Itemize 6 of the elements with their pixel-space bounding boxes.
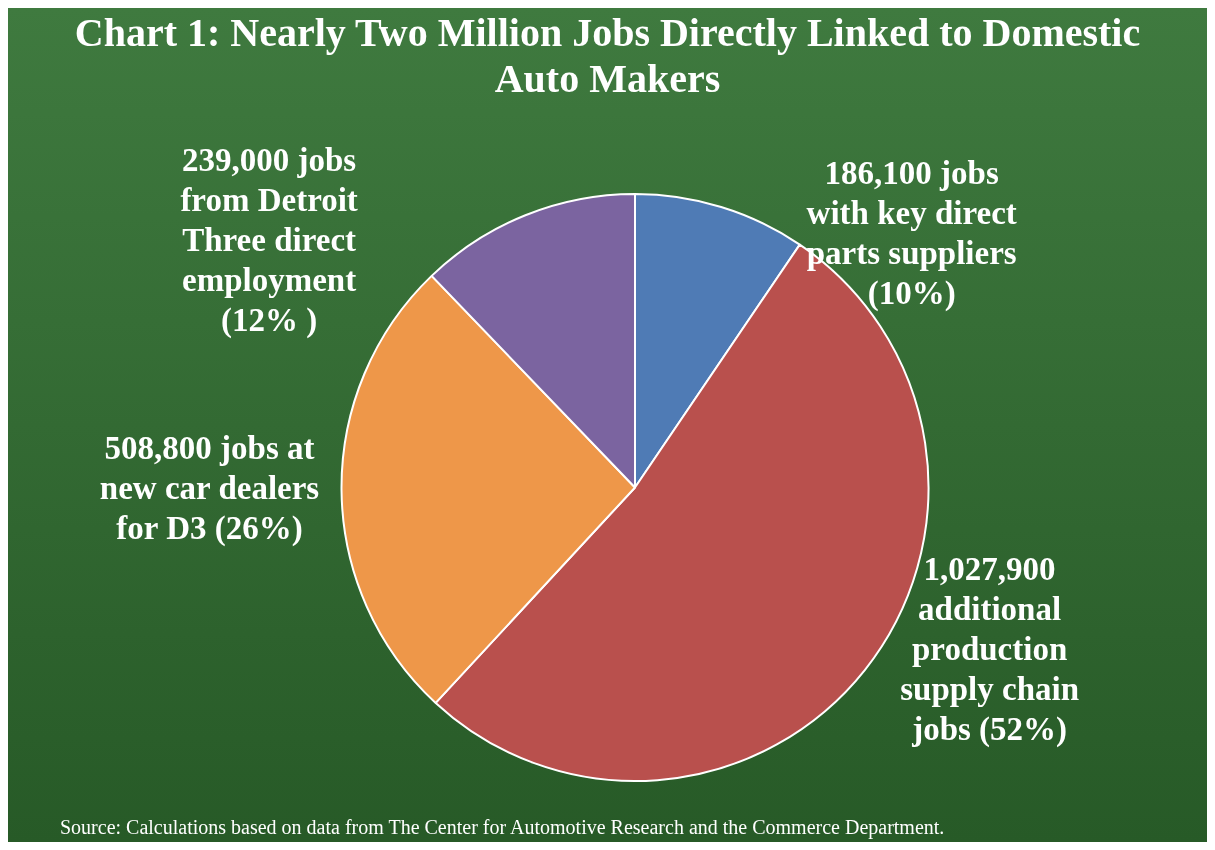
slice-label: 1,027,900 additional production supply chain jobs (52%): [900, 551, 1080, 749]
chart-title: Chart 1: Nearly Two Million Jobs Directly Linked to Domestic Auto Makers: [73, 10, 1142, 102]
slice-label: 239,000 jobs from Detroit Three direct employment (12% ): [180, 141, 358, 339]
slice-label: 508,800 jobs at new car dealers for D3 (26%): [99, 429, 320, 547]
slice-label: 186,100 jobs with key direct parts suppliers (10%): [806, 154, 1017, 312]
source-note: Source: Calculations based on data from The Center for Automotive Research and the Commerce Department.: [60, 816, 946, 838]
